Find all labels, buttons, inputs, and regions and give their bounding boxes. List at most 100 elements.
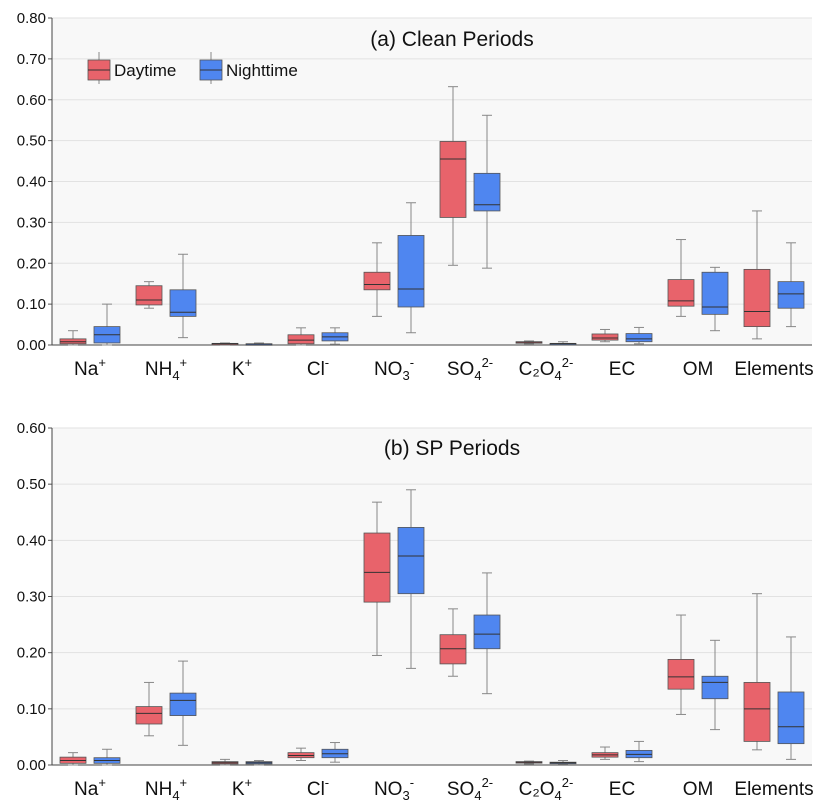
x-tick-label: Na+ <box>74 355 106 380</box>
x-tick-label: NH4+ <box>145 775 187 800</box>
box-daytime-cl <box>287 747 315 762</box>
box-iqr <box>439 634 467 665</box>
x-tick-label: EC <box>609 779 635 800</box>
box-iqr <box>625 333 653 343</box>
box-daytime-so4 <box>439 86 467 266</box>
box-daytime-nh4 <box>135 281 163 309</box>
x-tick-label: NO3- <box>374 775 414 800</box>
box-nighttime-cl <box>321 327 349 345</box>
box-nighttime-k <box>245 760 273 766</box>
x-tick-label: K+ <box>232 775 252 800</box>
box-daytime-na <box>59 330 87 346</box>
box-iqr <box>439 141 467 218</box>
box-nighttime-co4 <box>549 341 577 346</box>
box-daytime-om <box>667 614 695 715</box>
box-iqr <box>397 235 425 308</box>
box-daytime-om <box>667 239 695 317</box>
legend-label: Daytime <box>114 61 176 80</box>
box-daytime-k <box>211 342 239 346</box>
box-nighttime-ec <box>625 326 653 345</box>
y-tick-label: 0.30 <box>17 214 46 231</box>
y-tick-label: 0.50 <box>17 476 46 493</box>
y-tick-label: 0.40 <box>17 174 46 191</box>
legend-item-daytime: Daytime <box>87 52 176 84</box>
x-tick-label: Cl- <box>307 355 329 380</box>
box-nighttime-no3 <box>397 489 425 669</box>
box-iqr <box>363 532 391 603</box>
box-nighttime-cl <box>321 742 349 763</box>
box-nighttime-k <box>245 342 273 346</box>
box-nighttime-na <box>93 748 121 766</box>
chart-panel-b: 0.00 0.10 0.20 0.30 0.40 0.50 0.60 (b) SP Perio… <box>17 420 814 800</box>
box-daytime-no3 <box>363 242 391 317</box>
box-nighttime-elements <box>777 242 805 328</box>
x-tick-label: SO42- <box>447 355 493 383</box>
box-nighttime-no3 <box>397 202 425 334</box>
box-iqr <box>169 692 197 716</box>
y-tick-label: 0.60 <box>17 420 46 437</box>
box-daytime-no3 <box>363 501 391 656</box>
y-tick-label: 0.00 <box>17 757 46 774</box>
box-iqr <box>667 279 695 307</box>
box-nighttime-om <box>701 266 729 332</box>
y-tick-label: 0.60 <box>17 92 46 109</box>
box-iqr <box>701 271 729 315</box>
chart-panel-a: 0.00 0.10 0.20 0.30 0.40 0.50 0.60 0.70 0.80 (a) … <box>17 10 814 383</box>
box-iqr <box>287 334 315 345</box>
chart-title: (b) SP Periods <box>384 437 520 460</box>
legend-item-nighttime: Nighttime <box>199 52 298 84</box>
box-daytime-so4 <box>439 608 467 677</box>
box-nighttime-so4 <box>473 572 501 695</box>
box-nighttime-ec <box>625 740 653 763</box>
y-tick-label: 0.00 <box>17 337 46 354</box>
box-iqr <box>397 527 425 595</box>
box-daytime-ec <box>591 746 619 760</box>
x-tick-label: Na+ <box>74 775 106 800</box>
y-tick-label: 0.20 <box>17 645 46 662</box>
y-tick-label: 0.50 <box>17 133 46 150</box>
box-daytime-na <box>59 752 87 766</box>
box-daytime-k <box>211 758 239 766</box>
box-nighttime-so4 <box>473 114 501 269</box>
box-iqr <box>743 268 771 328</box>
box-iqr <box>701 675 729 700</box>
y-tick-label: 0.20 <box>17 255 46 272</box>
box-daytime-co4 <box>515 340 543 345</box>
box-iqr <box>591 333 619 341</box>
legend-label: Nighttime <box>226 61 298 80</box>
x-tick-label: SO42- <box>447 775 493 800</box>
chart-title: (a) Clean Periods <box>370 28 533 51</box>
x-tick-label: NO3- <box>374 355 414 383</box>
box-daytime-cl <box>287 327 315 346</box>
box-iqr <box>743 682 771 742</box>
box-iqr <box>135 285 163 306</box>
legend: Daytime Nighttime <box>87 52 298 84</box>
x-tick-label: C₂O42- <box>519 775 574 800</box>
x-tick-label: K+ <box>232 355 252 380</box>
y-tick-label: 0.30 <box>17 589 46 606</box>
box-nighttime-na <box>93 303 121 346</box>
box-daytime-ec <box>591 328 619 343</box>
box-nighttime-nh4 <box>169 660 197 746</box>
box-iqr <box>777 691 805 745</box>
x-tick-label: C₂O42- <box>519 355 574 383</box>
box-iqr <box>473 614 501 650</box>
y-tick-label: 0.70 <box>17 51 46 68</box>
x-tick-label: Elements <box>734 779 813 800</box>
box-nighttime-co4 <box>549 760 577 765</box>
box-iqr <box>667 659 695 690</box>
x-tick-label: OM <box>683 779 714 800</box>
box-daytime-elements <box>743 593 771 751</box>
y-tick-label: 0.10 <box>17 701 46 718</box>
y-tick-label: 0.80 <box>17 10 46 27</box>
box-nighttime-elements <box>777 636 805 760</box>
x-tick-label: EC <box>609 359 635 380</box>
y-tick-label: 0.40 <box>17 532 46 549</box>
x-tick-label: NH4+ <box>145 355 187 383</box>
box-daytime-elements <box>743 210 771 340</box>
x-tick-label: Elements <box>734 359 813 380</box>
box-daytime-nh4 <box>135 681 163 737</box>
box-daytime-co4 <box>515 760 543 765</box>
box-iqr <box>363 271 391 291</box>
